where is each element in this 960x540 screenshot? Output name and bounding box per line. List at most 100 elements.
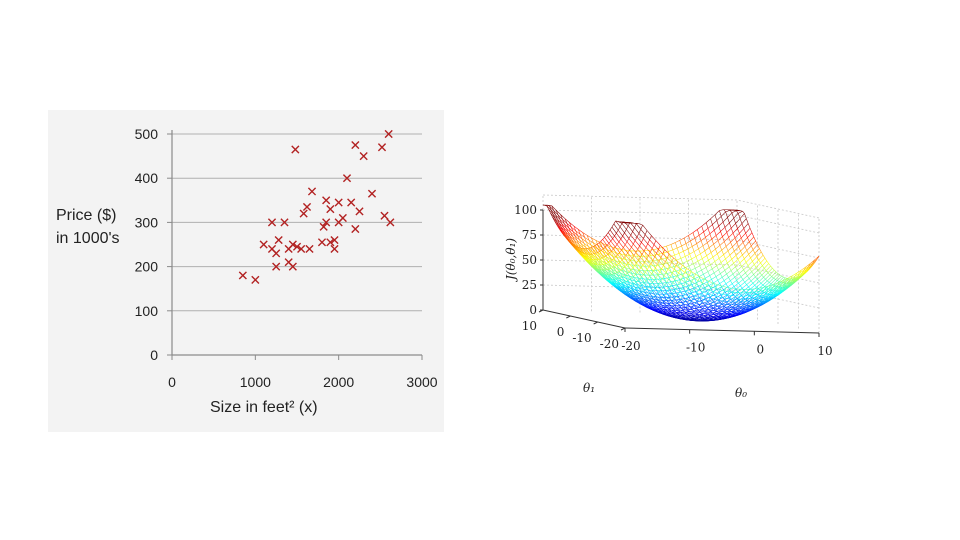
surface-mesh-line xyxy=(590,259,596,265)
surface-mesh-line xyxy=(751,271,754,275)
surface-mesh-line xyxy=(769,294,775,297)
surface-mesh-line xyxy=(694,310,700,313)
surface-mesh-line xyxy=(693,261,698,264)
surface-mesh-line xyxy=(548,209,551,214)
surface-mesh-line xyxy=(720,270,725,274)
surface-mesh-line xyxy=(695,300,698,304)
surface-mesh-line xyxy=(677,316,682,319)
surface-mesh-line xyxy=(682,296,688,300)
surface-mesh-line xyxy=(740,282,745,287)
surface-mesh-line xyxy=(660,245,665,250)
surface-mesh-line xyxy=(637,256,640,262)
surface-mesh-line xyxy=(612,267,618,273)
data-point xyxy=(317,238,327,247)
surface-mesh-line xyxy=(746,289,749,293)
surface-mesh-line xyxy=(701,313,704,316)
surface-mesh-line xyxy=(708,282,714,286)
y-tick-label: 100 xyxy=(135,303,159,319)
surface-mesh-line xyxy=(683,248,688,252)
surface-mesh-line xyxy=(743,290,747,293)
surface-mesh-line xyxy=(692,243,697,247)
surface-mesh-line xyxy=(549,205,554,211)
surface-mesh-line xyxy=(735,288,739,292)
surface-mesh-line xyxy=(762,284,765,287)
surface-mesh-line xyxy=(716,300,720,304)
surface-mesh-line xyxy=(722,262,728,267)
surface-mesh-line xyxy=(636,273,641,275)
surface-mesh-line xyxy=(637,269,640,273)
surface-mesh-line xyxy=(694,295,700,299)
surface-mesh-line xyxy=(652,260,658,265)
surface-mesh-line xyxy=(742,308,747,311)
surface-mesh-line xyxy=(680,268,686,273)
surface-mesh-line xyxy=(668,276,671,280)
surface-mesh-line xyxy=(748,292,752,296)
surface-mesh-line xyxy=(569,235,575,241)
surface-mesh-line xyxy=(617,277,620,279)
surface-mesh-line xyxy=(628,281,631,286)
surface-mesh-line xyxy=(627,291,632,296)
surface-mesh-line xyxy=(684,301,690,304)
surface-mesh-line xyxy=(683,304,686,308)
z-tick-label: 50 xyxy=(522,253,537,267)
surface-mesh-line xyxy=(711,294,717,297)
surface-mesh-line xyxy=(741,232,746,239)
surface-mesh-line xyxy=(559,219,565,224)
surface-mesh-line xyxy=(634,282,637,284)
surface-mesh-line xyxy=(698,248,701,254)
surface-mesh-line xyxy=(736,237,742,243)
surface-mesh-line xyxy=(757,292,763,295)
surface-mesh-line xyxy=(701,267,707,271)
surface-mesh-line xyxy=(570,232,573,237)
surface-mesh-line xyxy=(788,278,791,282)
surface-mesh-line xyxy=(678,269,681,273)
surface-mesh-line xyxy=(733,213,739,219)
surface-mesh-line xyxy=(721,277,725,281)
surface-mesh-line xyxy=(635,282,641,287)
surface-mesh-line xyxy=(662,278,667,283)
surface-mesh-line xyxy=(691,300,696,304)
surface-mesh-line xyxy=(648,304,654,308)
surface-mesh-line xyxy=(623,290,629,295)
surface-mesh-line xyxy=(680,315,686,318)
data-point xyxy=(377,143,387,152)
surface-mesh-line xyxy=(614,235,620,243)
surface-mesh-line xyxy=(647,299,653,304)
surface-mesh-line xyxy=(653,295,656,298)
surface-mesh-line xyxy=(731,223,736,229)
surface-mesh-line xyxy=(667,269,673,274)
surface-mesh-line xyxy=(699,295,705,299)
surface-mesh-line xyxy=(675,299,678,303)
surface-mesh-line xyxy=(659,308,664,312)
surface-mesh-line xyxy=(729,218,734,224)
surface-mesh-line xyxy=(646,258,652,264)
surface-mesh-line xyxy=(710,297,715,300)
surface-mesh-line xyxy=(808,262,813,267)
surface-mesh-line xyxy=(712,291,715,295)
surface-mesh-line xyxy=(699,314,702,317)
surface-mesh-line xyxy=(713,291,719,294)
surface-mesh-line xyxy=(646,230,652,236)
surface-mesh-line xyxy=(671,311,677,315)
surface-mesh-line xyxy=(654,306,660,310)
surface-mesh-line xyxy=(683,251,686,257)
data-point xyxy=(238,271,247,280)
surface-mesh-line xyxy=(733,282,739,287)
surface-mesh-line xyxy=(610,250,614,256)
surface-mesh-line xyxy=(590,254,595,260)
surface-mesh-line xyxy=(683,237,687,244)
surface-mesh-line xyxy=(703,312,708,315)
surface-mesh-line xyxy=(644,304,650,308)
surface-mesh-line xyxy=(631,247,637,253)
surface-mesh-line xyxy=(645,292,650,294)
surface-mesh-line xyxy=(745,298,748,301)
surface-mesh-line xyxy=(777,282,780,286)
surface-mesh-line xyxy=(559,222,564,228)
surface-mesh-line xyxy=(593,253,599,260)
surface-mesh-line xyxy=(814,255,820,261)
surface-mesh-line xyxy=(709,286,712,291)
surface-mesh-line xyxy=(727,259,732,264)
surface-mesh-line xyxy=(734,301,737,305)
surface-mesh-line xyxy=(613,273,616,275)
surface-mesh-line xyxy=(681,245,684,252)
